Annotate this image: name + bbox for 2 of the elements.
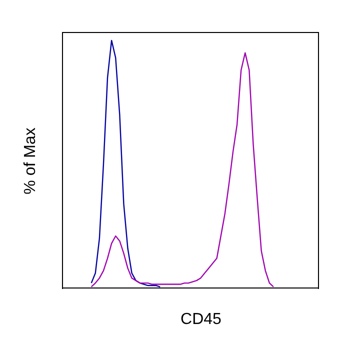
y-axis-title: % of Max <box>22 128 40 194</box>
x-axis-title: CD45 <box>180 311 222 329</box>
